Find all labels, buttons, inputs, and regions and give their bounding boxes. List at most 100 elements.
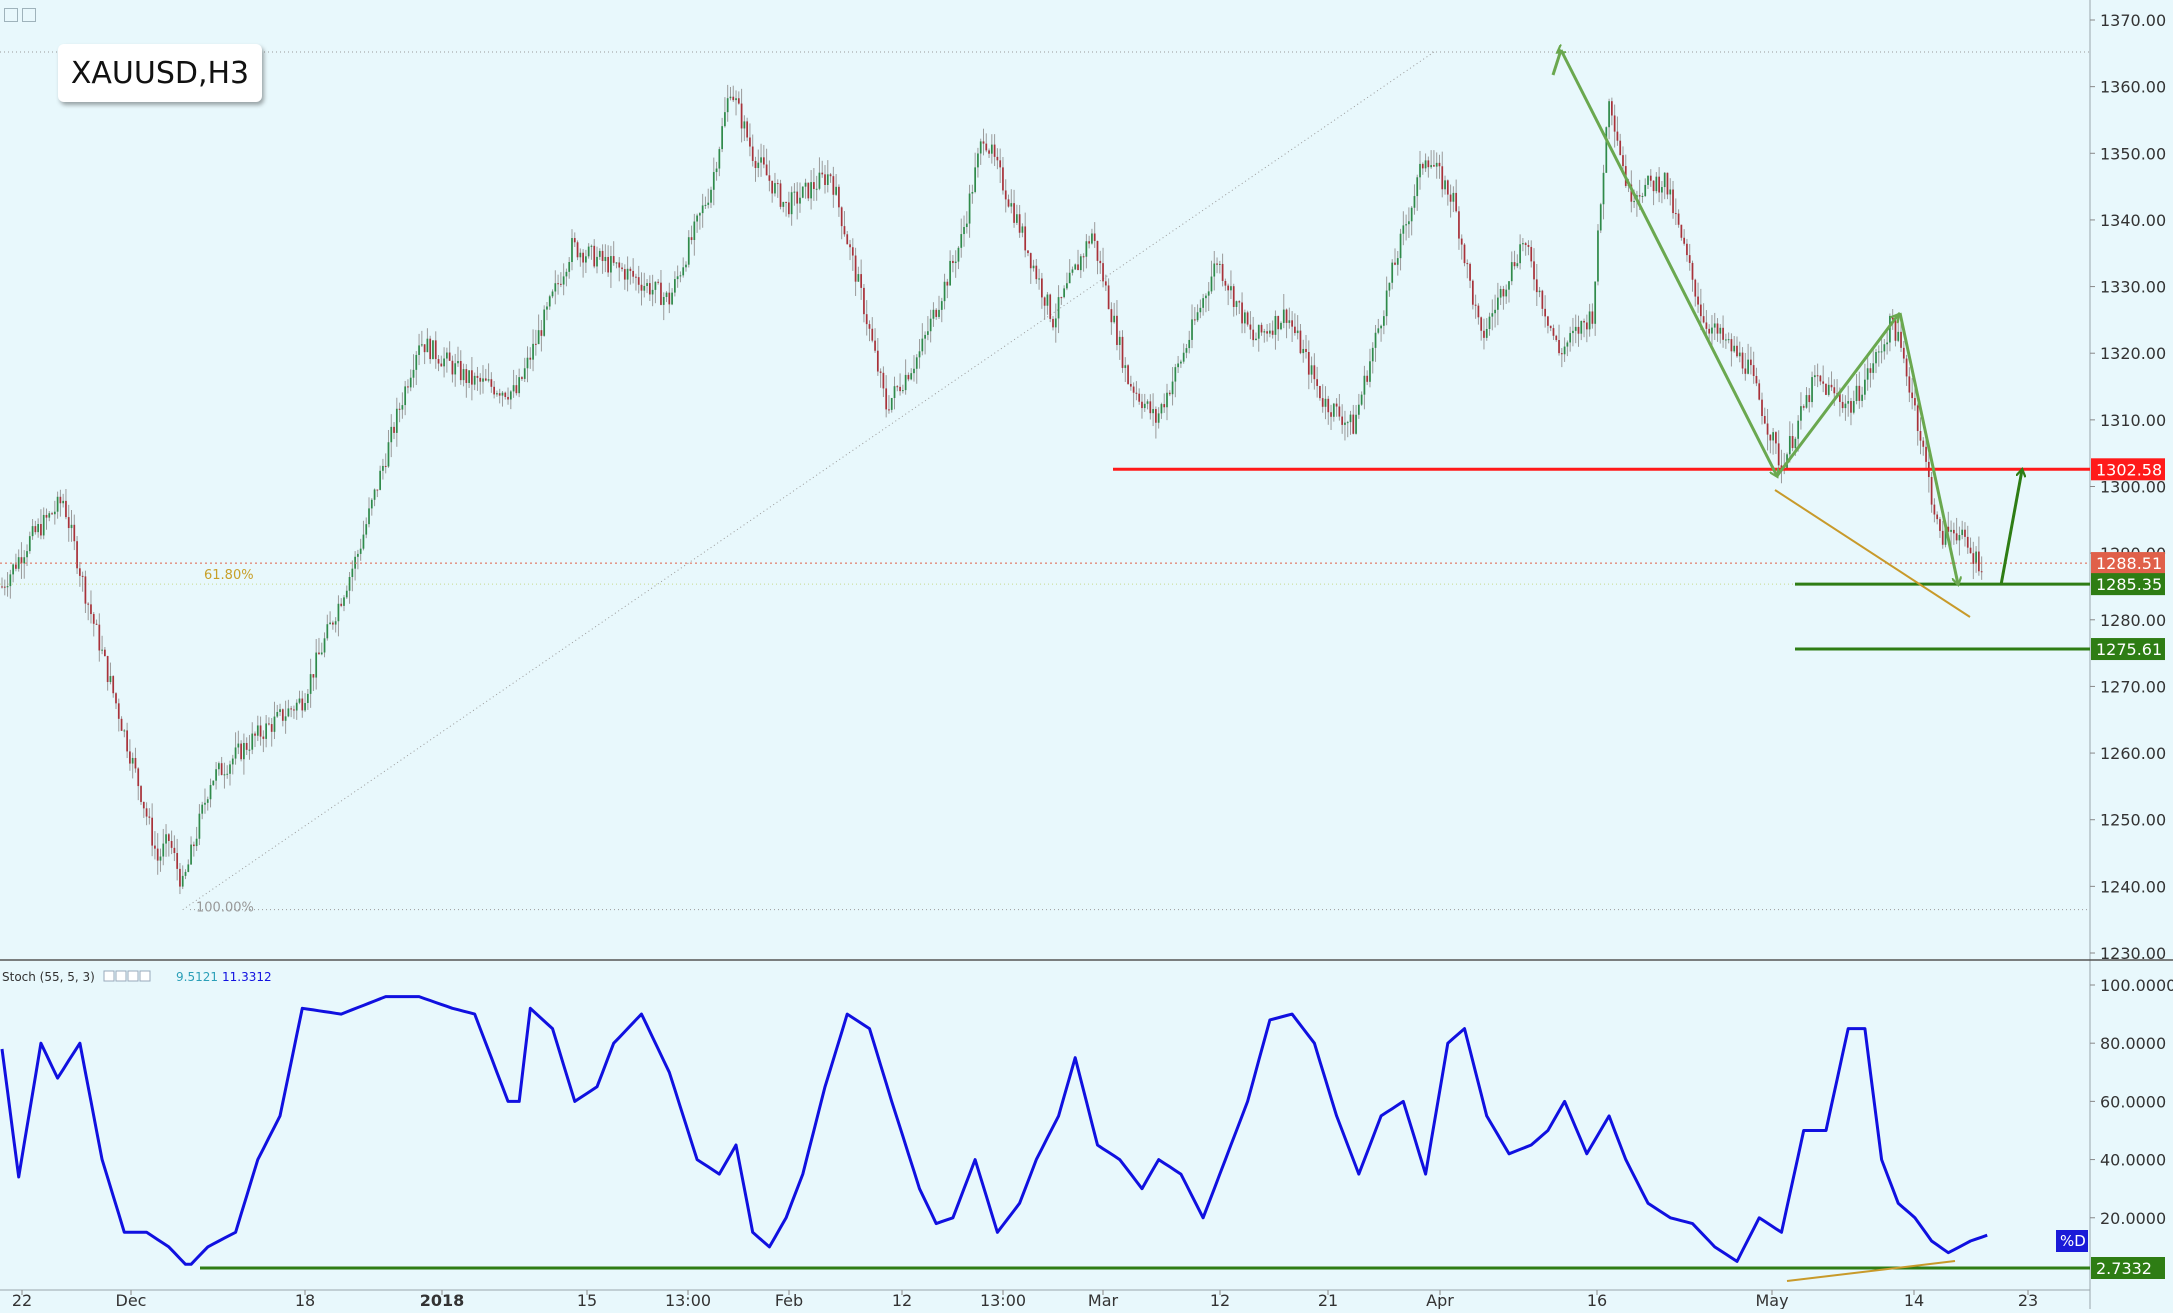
- time-tick-label: Mar: [1088, 1291, 1119, 1309]
- candle-body: [1321, 398, 1324, 407]
- candle-body: [1911, 392, 1914, 399]
- candle-body: [151, 817, 154, 846]
- candle-body: [776, 183, 779, 185]
- candle-body: [1349, 414, 1352, 423]
- candle-body: [1324, 398, 1327, 407]
- candle-body: [457, 361, 459, 364]
- candle-body: [309, 674, 312, 694]
- candle-body: [612, 256, 615, 263]
- candle-body: [390, 426, 393, 443]
- candle-body: [1822, 381, 1825, 384]
- candle-body: [1041, 278, 1043, 298]
- candle-body: [270, 724, 273, 732]
- candle-body: [849, 244, 851, 248]
- price-tick-label: 1300.00: [2100, 478, 2166, 497]
- candle-body: [1619, 140, 1622, 156]
- candle-body: [129, 751, 131, 764]
- candle-body: [782, 201, 785, 207]
- candle-body: [540, 330, 543, 336]
- candle-body: [1552, 328, 1555, 336]
- candle-body: [1116, 315, 1118, 345]
- candle-body: [1830, 384, 1833, 388]
- candle-body: [1049, 294, 1052, 319]
- candle-body: [721, 126, 723, 150]
- candle-body: [95, 623, 98, 625]
- candle-body: [793, 191, 796, 193]
- candle-body: [846, 234, 849, 245]
- candle-body: [1808, 395, 1811, 403]
- candle-body: [323, 638, 326, 653]
- candle-body: [996, 156, 999, 161]
- settings-button[interactable]: [22, 8, 36, 22]
- candle-body: [1060, 297, 1063, 299]
- candle-body: [1558, 340, 1560, 354]
- candle-body: [1758, 383, 1761, 400]
- price-tick-label: 1340.00: [2100, 211, 2166, 230]
- price-tag-label-4: 1275.61: [2096, 640, 2162, 659]
- candle-body: [1889, 315, 1891, 343]
- candle-body: [1805, 395, 1808, 408]
- candle-body: [48, 513, 51, 518]
- candle-body: [743, 121, 746, 129]
- candle-body: [326, 624, 329, 639]
- candle-body: [1680, 224, 1683, 238]
- candle-body: [104, 649, 106, 657]
- candle-body: [1741, 352, 1744, 369]
- candle-body: [573, 238, 576, 243]
- candle-body: [949, 260, 951, 286]
- candle-body: [1210, 276, 1213, 292]
- candle-body: [990, 144, 993, 154]
- candle-body: [248, 749, 251, 751]
- candle-body: [206, 799, 209, 803]
- candle-body: [1616, 131, 1619, 141]
- candle-body: [1905, 358, 1908, 377]
- candle-body: [70, 524, 73, 529]
- candle-body: [318, 652, 320, 655]
- candle-body: [1180, 361, 1182, 364]
- candle-body: [804, 182, 807, 187]
- candle-body: [1357, 404, 1360, 415]
- candle-body: [184, 871, 187, 876]
- candle-body: [1811, 377, 1813, 403]
- candle-body: [487, 379, 490, 381]
- candle-body: [512, 385, 515, 392]
- candle-body: [437, 359, 440, 364]
- candle-body: [415, 354, 418, 370]
- candle-body: [1908, 376, 1911, 393]
- collapse-button[interactable]: [4, 8, 18, 22]
- candle-body: [629, 268, 632, 271]
- candle-body: [56, 496, 59, 512]
- candle-body: [434, 340, 437, 360]
- candle-body: [1282, 309, 1285, 323]
- candle-body: [604, 256, 607, 262]
- stoch-value1: 9.5121: [176, 970, 218, 984]
- candle-body: [1825, 383, 1827, 395]
- candle-body: [1791, 436, 1794, 449]
- candle-body: [635, 276, 637, 278]
- candle-body: [1572, 330, 1574, 334]
- candle-body: [913, 368, 915, 374]
- candle-body: [1252, 329, 1255, 341]
- candle-body: [1255, 338, 1257, 341]
- candle-body: [1844, 403, 1847, 409]
- candle-body: [1146, 401, 1149, 404]
- candle-body: [1883, 344, 1886, 352]
- candle-body: [1755, 375, 1758, 384]
- candle-body: [1460, 238, 1463, 245]
- candle-body: [1399, 233, 1402, 259]
- candle-body: [1074, 264, 1077, 270]
- candle-body: [1522, 243, 1524, 245]
- candle-body: [334, 621, 337, 625]
- candle-body: [548, 296, 551, 307]
- candle-body: [1777, 443, 1780, 466]
- candle-body: [732, 96, 735, 101]
- candle-body: [1869, 368, 1872, 373]
- candle-body: [863, 287, 865, 315]
- candle-body: [459, 361, 462, 381]
- candle-body: [504, 392, 507, 397]
- candle-body: [582, 252, 584, 263]
- candle-body: [1902, 347, 1905, 359]
- stoch-value2: 11.3312: [222, 970, 272, 984]
